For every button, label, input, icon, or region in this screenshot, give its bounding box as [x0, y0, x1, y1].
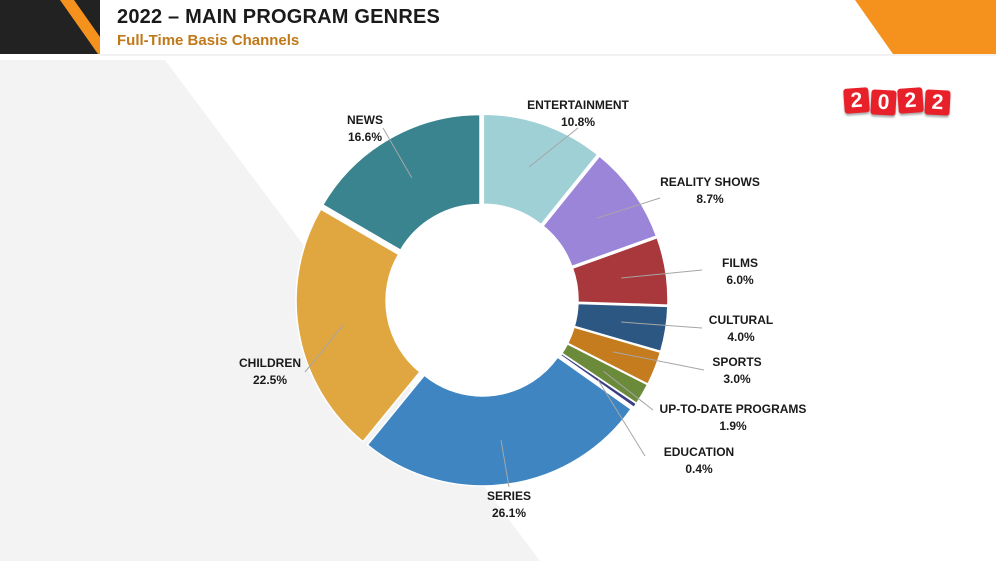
slice-value-label: 1.9%: [719, 419, 747, 433]
donut-slice-cultural: [573, 302, 669, 353]
slice-value-label: 26.1%: [492, 506, 526, 520]
slice-label: CHILDREN: [239, 356, 301, 370]
slice-value-label: 4.0%: [727, 330, 755, 344]
leader-line: [621, 321, 703, 329]
slice-label: REALITY SHOWS: [660, 175, 760, 189]
slice-label: SERIES: [487, 489, 531, 503]
data-labels: ENTERTAINMENT 10.8% REALITY SHOWS 8.7% FILMS…: [239, 98, 806, 520]
slice-label: CULTURAL: [709, 313, 773, 327]
slice-value-label: 0.4%: [685, 462, 713, 476]
slice-label: SPORTS: [712, 355, 761, 369]
slice-label: EDUCATION: [664, 445, 734, 459]
leader-lines: [304, 127, 705, 488]
donut-slice-films: [571, 236, 669, 306]
donut-slices: [295, 113, 669, 487]
leader-line: [382, 127, 413, 178]
corner-accent-orange: [855, 0, 996, 54]
leader-line: [528, 127, 579, 168]
slice-value-label: 3.0%: [723, 372, 751, 386]
slice-label: ENTERTAINMENT: [527, 98, 629, 112]
header-bar: [100, 0, 855, 54]
donut-slice-reality-shows: [541, 154, 658, 268]
slice-label: NEWS: [347, 113, 383, 127]
donut-slice-news: [321, 113, 481, 252]
leader-line: [500, 439, 510, 488]
leader-line: [603, 370, 654, 411]
slide-subtitle: Full-Time Basis Channels: [117, 32, 300, 49]
slice-value-label: 16.6%: [348, 130, 382, 144]
leader-line: [613, 351, 705, 371]
leader-line: [621, 269, 703, 279]
slice-label: UP-TO-DATE PROGRAMS: [660, 402, 807, 416]
slice-value-label: 22.5%: [253, 373, 287, 387]
slice-label: FILMS: [722, 256, 758, 270]
slice-value-label: 8.7%: [696, 192, 724, 206]
donut-slice-series: [366, 356, 633, 487]
donut-slice-children: [295, 208, 421, 443]
donut-slice-entertainment: [482, 113, 599, 226]
leader-line: [596, 197, 661, 219]
slide-title: 2022 – MAIN PROGRAM GENRES: [117, 6, 441, 28]
slice-value-label: 10.8%: [561, 115, 595, 129]
slice-value-label: 6.0%: [726, 273, 754, 287]
corner-accent-orange-stripe: [60, 0, 112, 54]
leader-line: [597, 379, 646, 457]
leader-line: [304, 324, 344, 373]
